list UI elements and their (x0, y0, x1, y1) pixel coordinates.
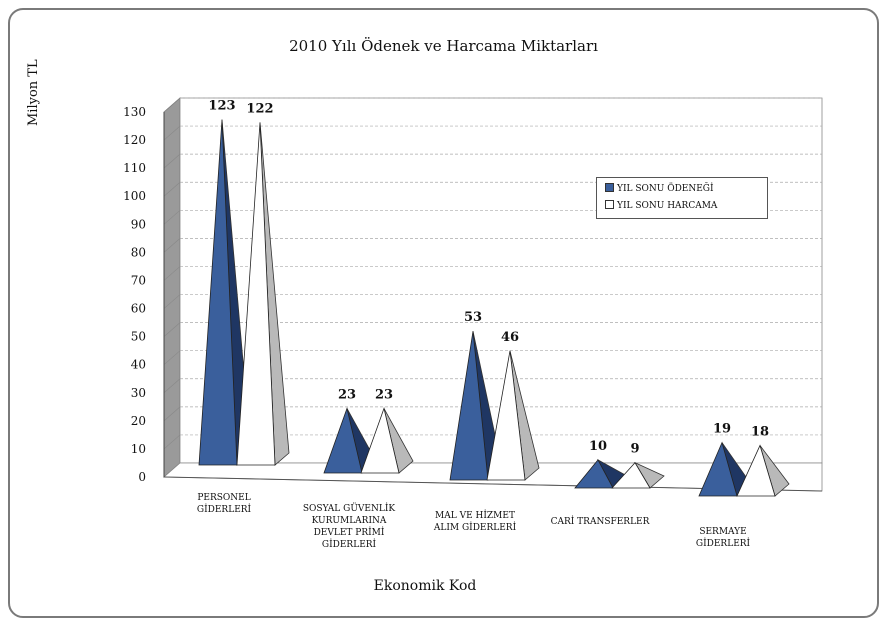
legend-label-odenek: YIL SONU ÖDENEĞİ (617, 184, 714, 194)
gridline-side (163, 294, 181, 309)
gridline-side (163, 266, 181, 281)
pyramid-front (736, 444, 776, 497)
y-tick-label: 110 (123, 161, 146, 175)
gridline-side (163, 378, 181, 393)
category-label-personel: PERSONEL GİDERLERİ (196, 493, 252, 515)
y-tick-label: 0 (138, 470, 146, 484)
data-label: 46 (501, 330, 519, 345)
y-tick-label: 90 (131, 217, 146, 231)
data-label: 122 (246, 101, 273, 116)
gridline-side (163, 125, 181, 141)
legend-item-harcama: YIL SONU HARCAMA (605, 199, 717, 213)
legend-label-harcama: YIL SONU HARCAMA (617, 201, 718, 211)
data-label: 18 (751, 424, 769, 439)
gridline-side (163, 97, 181, 113)
gridline-side (163, 210, 181, 225)
gridline-side (163, 322, 181, 337)
pyramid-front (611, 462, 651, 489)
legend-swatch-harcama (605, 200, 614, 209)
y-tick-label: 10 (131, 442, 146, 456)
pyramid-front (574, 459, 614, 489)
y-tick-label: 20 (131, 414, 146, 428)
x-axis-label: Ekonomik Kod (373, 578, 477, 594)
legend-swatch-odenek (605, 183, 614, 192)
data-label: 123 (208, 99, 235, 114)
legend: YIL SONU ÖDENEĞİ YIL SONU HARCAMA (596, 177, 768, 219)
gridline-side (163, 406, 181, 422)
y-tick-label: 30 (131, 386, 146, 400)
y-tick-label: 130 (123, 105, 146, 119)
gridline-side (163, 434, 181, 450)
pyramid-front (323, 407, 363, 474)
pyramid-front (486, 350, 526, 481)
chart-title: 2010 Yılı Ödenek ve Harcama Miktarları (289, 37, 598, 55)
gridline-side (163, 182, 181, 197)
pyramid-front (198, 119, 238, 466)
data-label: 19 (713, 422, 731, 437)
pyramid-front (449, 331, 489, 481)
gridline-side (163, 350, 181, 365)
left-wall (163, 97, 181, 478)
category-label-mal-hizmet: MAL VE HİZMET ALIM GİDERLERİ (433, 511, 517, 533)
data-label: 53 (464, 310, 482, 325)
pyramid-front (360, 407, 400, 474)
category-label-sosyal: SOSYAL GÜVENLİK KURUMLARINA DEVLET PRİMİ… (302, 504, 396, 550)
gridline-side (163, 153, 181, 169)
gridline-side (163, 238, 181, 253)
y-tick-label: 50 (131, 330, 146, 344)
y-tick-label: 80 (131, 245, 146, 259)
y-tick-label: 120 (123, 133, 146, 147)
category-label-cari: CARİ TRANSFERLER (550, 517, 650, 527)
pyramid-front (236, 122, 276, 466)
data-label: 23 (338, 387, 356, 402)
y-tick-label: 100 (123, 189, 146, 203)
data-label: 23 (375, 387, 393, 402)
category-label-sermaye: SERMAYE GİDERLERİ (695, 527, 751, 549)
y-tick-label: 70 (131, 273, 146, 287)
data-label: 10 (589, 439, 607, 454)
y-tick-label: 60 (131, 302, 146, 316)
legend-item-odenek: YIL SONU ÖDENEĞİ (605, 182, 714, 196)
y-tick-label: 40 (131, 358, 146, 372)
pyramid-front (698, 441, 738, 497)
data-label: 9 (630, 442, 639, 457)
y-axis-label: Milyon TL (26, 59, 41, 126)
